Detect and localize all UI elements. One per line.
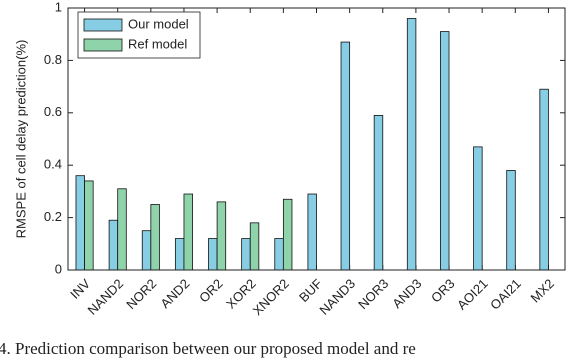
y-tick-label: 0.6 (44, 104, 62, 119)
y-tick-label: 0 (55, 261, 62, 276)
bar (473, 146, 483, 271)
bar (307, 193, 317, 271)
y-tick-label: 0.2 (44, 209, 62, 224)
bar (117, 188, 127, 271)
legend-swatch (83, 38, 123, 52)
x-tick-label: XNOR2 (250, 276, 292, 318)
x-tick-label: AOI21 (454, 276, 491, 313)
y-axis-label: RMSPE of cell delay prediction(%) (13, 40, 28, 239)
plot-frame (67, 7, 566, 271)
x-tick-label: INV (67, 276, 93, 302)
bar (406, 18, 417, 271)
legend-label: Ref model (128, 36, 187, 51)
x-tick-label: AND2 (157, 276, 192, 311)
bar (241, 238, 251, 271)
bar (539, 88, 549, 271)
y-tick-label: 1 (55, 0, 62, 14)
bar (75, 175, 85, 271)
x-tick-label: NOR3 (355, 276, 391, 312)
bar (340, 41, 351, 271)
x-tick-label: NAND2 (84, 276, 126, 318)
x-tick-label: BUF (296, 276, 325, 305)
bar (216, 201, 227, 271)
x-tick-label: OR2 (196, 276, 226, 306)
x-tick-label: OR3 (428, 276, 458, 306)
legend-label: Our model (128, 16, 189, 31)
x-tick-label: NOR2 (123, 276, 159, 312)
bar (249, 222, 260, 271)
bar (141, 230, 152, 271)
bar (183, 193, 193, 271)
bar (108, 219, 119, 271)
legend-swatch (83, 18, 123, 32)
x-tick-label: AND3 (389, 276, 424, 311)
bar (150, 204, 160, 271)
y-tick-label: 0.8 (44, 52, 62, 67)
x-tick-label: OAI21 (487, 276, 524, 313)
bar (208, 238, 218, 271)
y-tick-label: 0.4 (44, 157, 62, 172)
bar (440, 31, 450, 271)
x-tick-label: MX2 (527, 276, 557, 306)
bar (282, 198, 293, 271)
bar (174, 238, 185, 271)
bar (506, 170, 516, 271)
caption: 4. Prediction comparison between our pro… (0, 339, 416, 358)
x-tick-label: NAND3 (316, 276, 358, 318)
bar (274, 238, 284, 271)
bar (373, 115, 384, 271)
bar (84, 180, 94, 271)
